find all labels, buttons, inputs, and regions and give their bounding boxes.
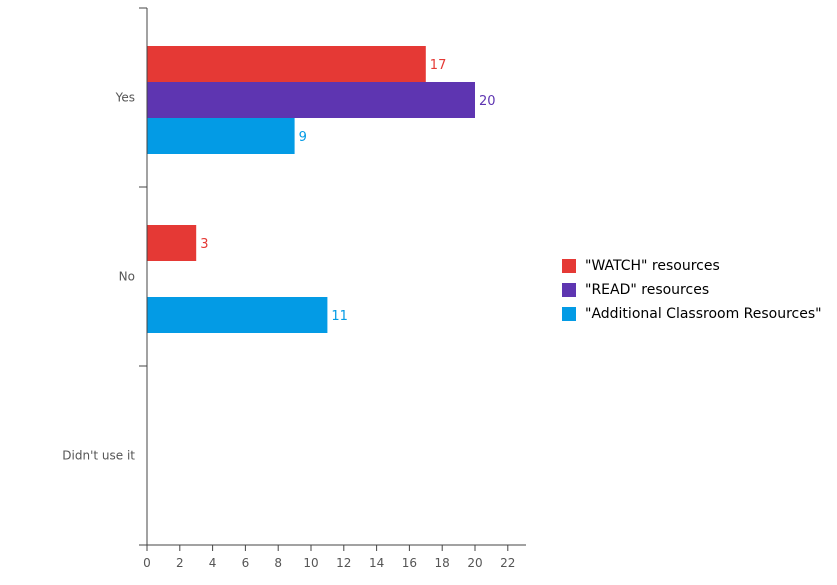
x-tick-label-20: 20	[467, 556, 482, 570]
x-tick-label-4: 4	[209, 556, 217, 570]
legend-label-read: "READ" resources	[585, 282, 710, 298]
bar-yes-series-2	[147, 118, 295, 154]
bar-yes-series-1	[147, 82, 475, 118]
value-label-no-series-0: 3	[200, 237, 208, 252]
axes-layer: Yes No Didn't use it 0 2 4 6 8 10 12 14 16 18 20 22	[62, 7, 526, 570]
x-tick-label-18: 18	[435, 556, 450, 570]
x-tick-label-16: 16	[402, 556, 417, 570]
bar-no-series-2	[147, 297, 328, 333]
legend-item-additional: "Additional Classroom Resources"	[562, 302, 822, 326]
x-tick-label-6: 6	[242, 556, 250, 570]
legend-swatch-read	[562, 283, 576, 297]
x-tick-label-12: 12	[336, 556, 351, 570]
legend-item-watch: "WATCH" resources	[562, 254, 822, 278]
y-tick-label-didn-t-use-it: Didn't use it	[62, 449, 135, 463]
y-tick-label-no: No	[119, 270, 135, 284]
y-tick-label-yes: Yes	[115, 91, 135, 105]
x-tick-label-10: 10	[303, 556, 318, 570]
legend-item-read: "READ" resources	[562, 278, 822, 302]
legend-swatch-watch	[562, 259, 576, 273]
x-tick-label-14: 14	[369, 556, 384, 570]
value-label-no-series-2: 11	[331, 309, 348, 324]
value-labels-layer: 17 20 9 3 11	[200, 58, 495, 324]
legend-label-additional: "Additional Classroom Resources"	[585, 306, 822, 322]
value-label-yes-series-1: 20	[479, 94, 496, 109]
bars-layer	[147, 46, 475, 333]
value-label-yes-series-0: 17	[430, 58, 447, 73]
legend: "WATCH" resources "READ" resources "Addi…	[562, 254, 822, 326]
value-label-yes-series-2: 9	[299, 130, 307, 145]
x-tick-label-0: 0	[143, 556, 151, 570]
x-tick-label-22: 22	[500, 556, 515, 570]
x-tick-label-2: 2	[176, 556, 184, 570]
legend-swatch-additional	[562, 307, 576, 321]
bar-no-series-0	[147, 225, 197, 261]
x-tick-label-8: 8	[274, 556, 282, 570]
bar-yes-series-0	[147, 46, 426, 82]
legend-label-watch: "WATCH" resources	[585, 258, 720, 274]
